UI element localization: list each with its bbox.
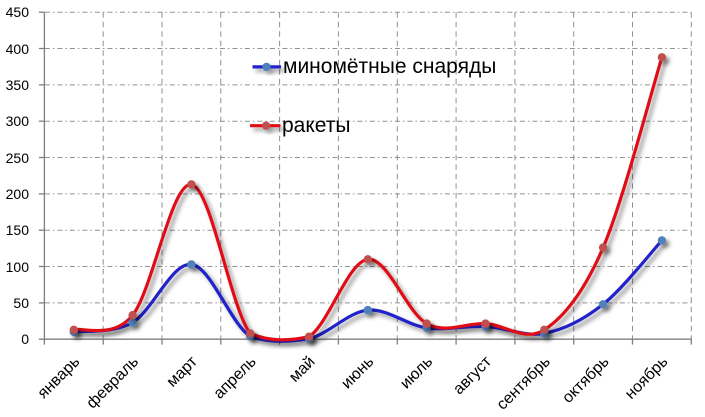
svg-text:апрель: апрель bbox=[211, 353, 260, 402]
svg-text:август: август bbox=[450, 353, 495, 398]
svg-text:октябрь: октябрь bbox=[559, 353, 612, 406]
svg-text:май: май bbox=[286, 353, 318, 385]
svg-text:июль: июль bbox=[397, 353, 436, 392]
svg-text:сентябрь: сентябрь bbox=[494, 353, 554, 413]
svg-text:март: март bbox=[164, 353, 202, 391]
svg-text:июнь: июнь bbox=[338, 353, 377, 392]
svg-text:ноябрь: ноябрь bbox=[622, 353, 671, 402]
svg-text:февраль: февраль bbox=[83, 353, 142, 412]
svg-text:январь: январь bbox=[35, 353, 84, 402]
